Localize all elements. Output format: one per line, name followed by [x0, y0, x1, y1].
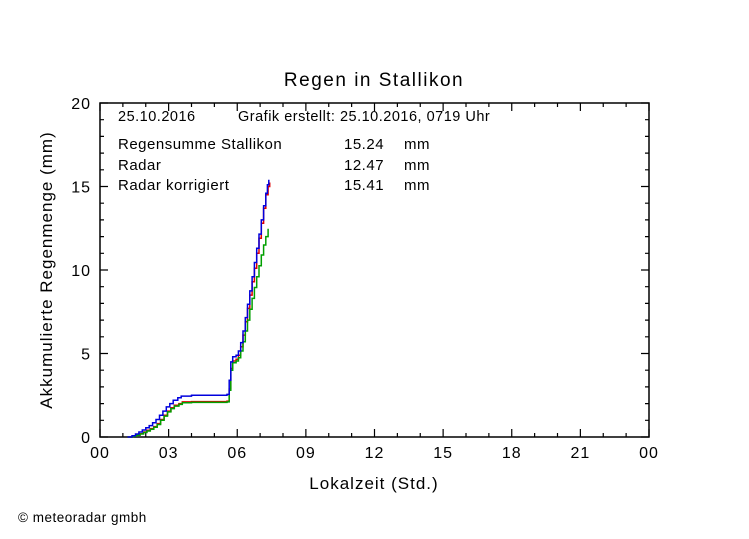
- series-line-2: [127, 179, 270, 438]
- plot-border: [99, 102, 650, 438]
- tick-marks: [99, 102, 650, 438]
- legend-unit-regensumme: mm: [404, 136, 430, 153]
- y-tick-label: 10: [71, 263, 91, 280]
- legend-value-radar-korrigiert: 15.41: [344, 177, 384, 194]
- x-tick-label: 15: [433, 445, 453, 462]
- x-tick-label: 03: [159, 445, 179, 462]
- series-line-1: [127, 228, 269, 438]
- annotation-created: Grafik erstellt: 25.10.2016, 0719 Uhr: [238, 109, 490, 125]
- legend-label-radar-korrigiert: Radar korrigiert: [118, 177, 230, 194]
- legend-label-radar: Radar: [118, 157, 161, 174]
- y-axis-label: Akkumulierte Regenmenge (mm): [37, 131, 56, 408]
- series-line-0: [127, 182, 271, 438]
- x-axis-label: Lokalzeit (Std.): [309, 474, 438, 493]
- copyright-text: © meteoradar gmbh: [18, 510, 147, 525]
- y-tick-label: 0: [81, 430, 91, 447]
- y-tick-label: 5: [81, 347, 91, 364]
- x-tick-label: 18: [502, 445, 522, 462]
- legend-unit-radar-korrigiert: mm: [404, 177, 430, 194]
- y-tick-label: 15: [71, 180, 91, 197]
- legend-value-regensumme: 15.24: [344, 136, 384, 153]
- annotation-date: 25.10.2016: [118, 109, 196, 125]
- legend-label-regensumme: Regensumme Stallikon: [118, 136, 282, 153]
- x-tick-label: 12: [365, 445, 385, 462]
- series-lines: [127, 179, 271, 438]
- x-tick-label: 06: [227, 445, 247, 462]
- y-tick-label: 20: [71, 96, 91, 113]
- x-tick-label: 00: [639, 445, 659, 462]
- legend-value-radar: 12.47: [344, 157, 384, 174]
- x-tick-label: 09: [296, 445, 316, 462]
- x-tick-label: 21: [570, 445, 590, 462]
- chart-title: Regen in Stallikon: [284, 70, 464, 91]
- x-tick-label: 00: [90, 445, 110, 462]
- legend-unit-radar: mm: [404, 157, 430, 174]
